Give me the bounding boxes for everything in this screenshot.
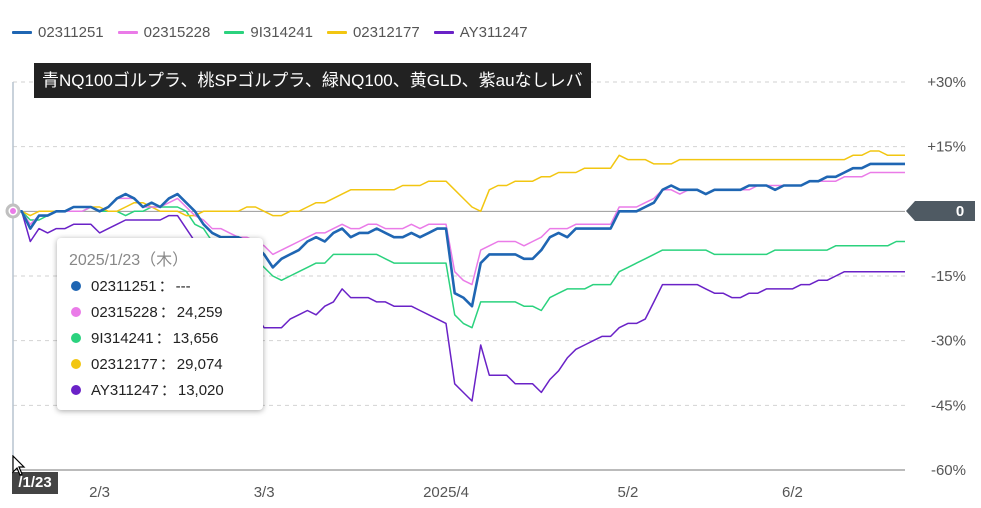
- legend: 02311251 02315228 9I314241 02312177 AY31…: [12, 20, 528, 44]
- tooltip-series-name: 02311251: [91, 278, 157, 295]
- tooltip-row: 02311251： ---: [71, 275, 191, 296]
- series-line-02312177: [13, 150, 905, 217]
- y-tick-label: -30%: [931, 333, 966, 350]
- series-dot: [71, 384, 81, 395]
- legend-swatch: [224, 30, 245, 34]
- legend-item-02315228[interactable]: 02315228: [117, 23, 211, 41]
- legend-label: 9I314241: [250, 23, 313, 41]
- crosshair-date-badge: /1/23: [12, 472, 58, 494]
- tooltip-row: 9I314241： 13,656: [71, 327, 218, 348]
- series-dot: [71, 358, 81, 369]
- tooltip-series-name: 9I314241: [91, 330, 154, 347]
- x-tick-label: 3/3: [254, 484, 275, 501]
- tooltip-separator: ：: [158, 278, 174, 295]
- tooltip-separator: ：: [160, 382, 176, 399]
- series-line-AY311247: [13, 210, 905, 402]
- y-tick-label: -60%: [931, 462, 966, 479]
- legend-label: AY311247: [459, 23, 528, 41]
- tooltip-series-name: 02315228: [91, 304, 158, 321]
- legend-swatch: [12, 30, 32, 34]
- y-tick-label: +15%: [927, 139, 966, 156]
- tooltip-row: AY311247： 13,020: [71, 379, 224, 400]
- legend-item-02311251[interactable]: 02311251: [12, 24, 104, 41]
- tooltip-series-value: ---: [175, 278, 191, 295]
- tooltip-series-value: 13,656: [172, 330, 219, 347]
- tooltip: 2025/1/23（木） 02311251： --- 02315228： 24,25…: [57, 238, 263, 410]
- tooltip-series-name: AY311247: [91, 382, 159, 399]
- x-tick-label: 2025/4: [423, 484, 469, 501]
- legend-swatch: [326, 30, 347, 34]
- legend-swatch: [117, 30, 138, 34]
- tooltip-separator: ：: [159, 304, 175, 321]
- zero-badge: [906, 201, 975, 221]
- tooltip-series-value: 29,074: [176, 356, 223, 373]
- y-tick-label: -15%: [931, 268, 966, 285]
- mouse-cursor-icon: [12, 455, 26, 476]
- tooltip-separator: ：: [159, 356, 175, 373]
- series-lines: [13, 150, 905, 402]
- y-tick-label: -45%: [931, 397, 966, 414]
- x-tick-label: 2/3: [89, 484, 110, 501]
- series-line-02311251: [13, 162, 905, 308]
- tooltip-separator: ：: [155, 330, 171, 347]
- legend-item-9I314241[interactable]: 9I314241: [224, 24, 313, 41]
- series-dot: [71, 306, 81, 317]
- tooltip-date: 2025/1/23（木）: [69, 252, 189, 269]
- crosshair-marker-core: [10, 208, 16, 214]
- x-tick-label: 6/2: [782, 484, 803, 501]
- axes: 0 +30% +15% -15% -30% -45% -60% 2/3 3/3 2025/4 5/…: [5, 74, 975, 501]
- legend-item-AY311247[interactable]: AY311247: [433, 23, 528, 41]
- legend-item-02312177[interactable]: 02312177: [326, 23, 420, 41]
- x-tick-label: 5/2: [617, 484, 638, 501]
- tooltip-series-value: 24,259: [176, 304, 223, 321]
- legend-label: 02311251: [38, 23, 104, 41]
- zero-badge-label: 0: [956, 203, 964, 220]
- tooltip-row: 02315228： 24,259: [71, 301, 223, 322]
- y-tick-label: +30%: [927, 74, 966, 91]
- series-dot: [71, 332, 81, 343]
- legend-label: 02312177: [352, 23, 420, 41]
- chart-title: 青NQ100ゴルプラ、桃SPゴルプラ、緑NQ100、黄GLD、紫auなしレバ: [34, 63, 591, 98]
- tooltip-row: 02312177： 29,074: [71, 353, 223, 374]
- tooltip-series-value: 13,020: [177, 382, 224, 399]
- tooltip-series-name: 02312177: [91, 356, 158, 373]
- legend-swatch: [433, 30, 454, 34]
- legend-label: 02315228: [143, 23, 211, 41]
- series-dot: [71, 280, 81, 291]
